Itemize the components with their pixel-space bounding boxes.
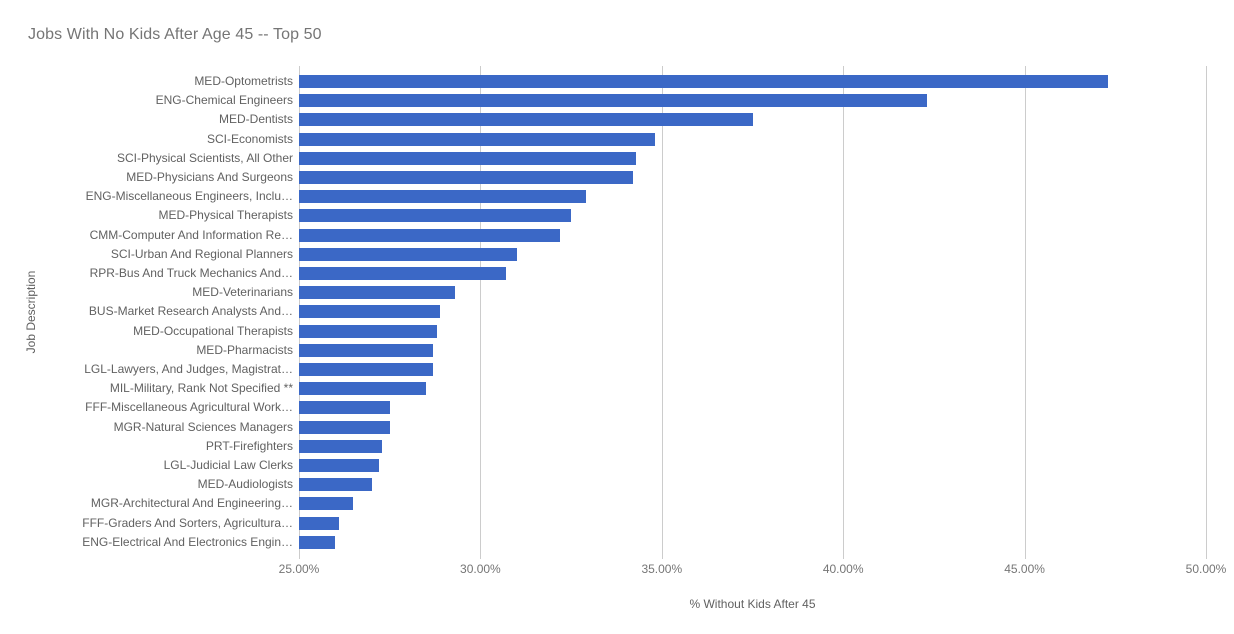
bar-row: [299, 72, 1220, 91]
bars-layer: [299, 72, 1220, 552]
bar[interactable]: [299, 209, 572, 223]
bar-row: [299, 514, 1220, 533]
category-label: MED-Veterinarians: [192, 285, 293, 300]
category-label: LGL-Judicial Law Clerks: [163, 458, 293, 472]
tick-mark: [1206, 553, 1207, 559]
category-label: RPR-Bus And Truck Mechanics And…: [89, 266, 293, 280]
bar-row: [299, 187, 1220, 206]
bar-row: [299, 91, 1220, 110]
bar[interactable]: [299, 286, 455, 300]
bar[interactable]: [299, 459, 379, 472]
category-labels: MED-Optometrists ENG-Chemical Engineers ME…: [0, 72, 293, 552]
category-label: MED-Physicians And Surgeons: [126, 170, 293, 184]
bar[interactable]: [299, 132, 655, 146]
bar-row: [299, 418, 1220, 437]
tick-mark: [480, 553, 482, 559]
bar[interactable]: [299, 363, 434, 376]
category-label: MIL-Military, Rank Not Specified **: [109, 381, 293, 396]
x-tick-label: 35.00%: [641, 562, 683, 576]
bar-row: [299, 322, 1220, 341]
bar-row: [299, 398, 1220, 417]
bar[interactable]: [299, 324, 437, 338]
bar[interactable]: [299, 420, 390, 434]
x-tick-label: 50.00%: [1185, 562, 1227, 576]
bar[interactable]: [299, 343, 434, 357]
bar-row: [299, 379, 1220, 398]
bar-row: [299, 130, 1220, 149]
category-label: CMM-Computer And Information Re…: [89, 227, 293, 242]
bar[interactable]: [299, 305, 441, 319]
category-label: MGR-Natural Sciences Managers: [113, 419, 293, 434]
gridline: [1206, 66, 1207, 553]
bar-row: [299, 226, 1220, 245]
bar[interactable]: [299, 151, 637, 165]
bar-row: [299, 110, 1220, 129]
bar[interactable]: [299, 113, 753, 127]
category-label: MED-Pharmacists: [196, 342, 293, 357]
category-label: PRT-Firefighters: [205, 438, 293, 453]
category-label: BUS-Market Research Analysts And…: [88, 304, 293, 319]
bar-row: [299, 494, 1220, 513]
bar[interactable]: [299, 171, 633, 184]
gridline: [480, 66, 482, 553]
bar[interactable]: [299, 401, 390, 415]
category-label: ENG-Chemical Engineers: [155, 93, 293, 108]
tick-mark: [661, 553, 663, 559]
gridline: [661, 66, 663, 553]
category-label: SCI-Physical Scientists, All Other: [116, 150, 293, 165]
gridline: [1024, 66, 1026, 553]
bar-row: [299, 168, 1220, 187]
bar[interactable]: [299, 439, 383, 453]
bar[interactable]: [299, 382, 426, 396]
bar-row: [299, 475, 1220, 494]
category-label: MED-Audiologists: [197, 477, 293, 492]
x-tick-label: 30.00%: [460, 562, 501, 576]
category-label: FFF-Graders And Sorters, Agricultura…: [82, 515, 293, 530]
bar[interactable]: [299, 267, 506, 280]
bar[interactable]: [299, 497, 354, 511]
tick-mark: [843, 553, 845, 559]
bar[interactable]: [299, 190, 586, 204]
chart-title: Jobs With No Kids After Age 45 -- Top 50: [28, 26, 322, 43]
category-label: MGR-Architectural And Engineering…: [90, 496, 293, 511]
category-label: FFF-Miscellaneous Agricultural Work…: [85, 400, 293, 415]
x-tick-label: 40.00%: [822, 562, 864, 576]
x-tick-label: 45.00%: [1004, 562, 1045, 576]
x-axis-title: % Without Kids After 45: [689, 597, 816, 611]
bar[interactable]: [299, 247, 517, 261]
bar[interactable]: [299, 516, 339, 530]
tick-mark: [299, 553, 300, 559]
bar-row: [299, 283, 1220, 302]
bar[interactable]: [299, 94, 927, 108]
bar[interactable]: [299, 75, 1109, 88]
bar[interactable]: [299, 478, 372, 492]
bar-row: [299, 341, 1220, 360]
bar-row: [299, 437, 1220, 456]
x-tick-label: 25.00%: [278, 562, 320, 576]
bar-row: [299, 360, 1220, 379]
category-label: ENG-Miscellaneous Engineers, Inclu…: [85, 189, 293, 204]
category-label: LGL-Lawyers, And Judges, Magistrat…: [84, 362, 293, 376]
bar-row: [299, 149, 1220, 168]
bar-row: [299, 456, 1220, 475]
category-label: SCI-Urban And Regional Planners: [110, 246, 293, 261]
category-label: MED-Occupational Therapists: [133, 323, 293, 338]
category-label: ENG-Electrical And Electronics Engin…: [82, 534, 293, 549]
tick-mark: [1024, 553, 1026, 559]
gridline: [843, 66, 845, 553]
bar[interactable]: [299, 535, 336, 549]
category-label: MED-Optometrists: [194, 74, 293, 88]
bar-row: [299, 206, 1220, 225]
category-label: MED-Physical Therapists: [158, 208, 293, 223]
category-label: MED-Dentists: [218, 112, 293, 127]
bar[interactable]: [299, 228, 561, 242]
bar-row: [299, 264, 1220, 283]
bar-row: [299, 533, 1220, 552]
bar-row: [299, 302, 1220, 321]
bar-row: [299, 245, 1220, 264]
category-label: SCI-Economists: [206, 131, 293, 146]
